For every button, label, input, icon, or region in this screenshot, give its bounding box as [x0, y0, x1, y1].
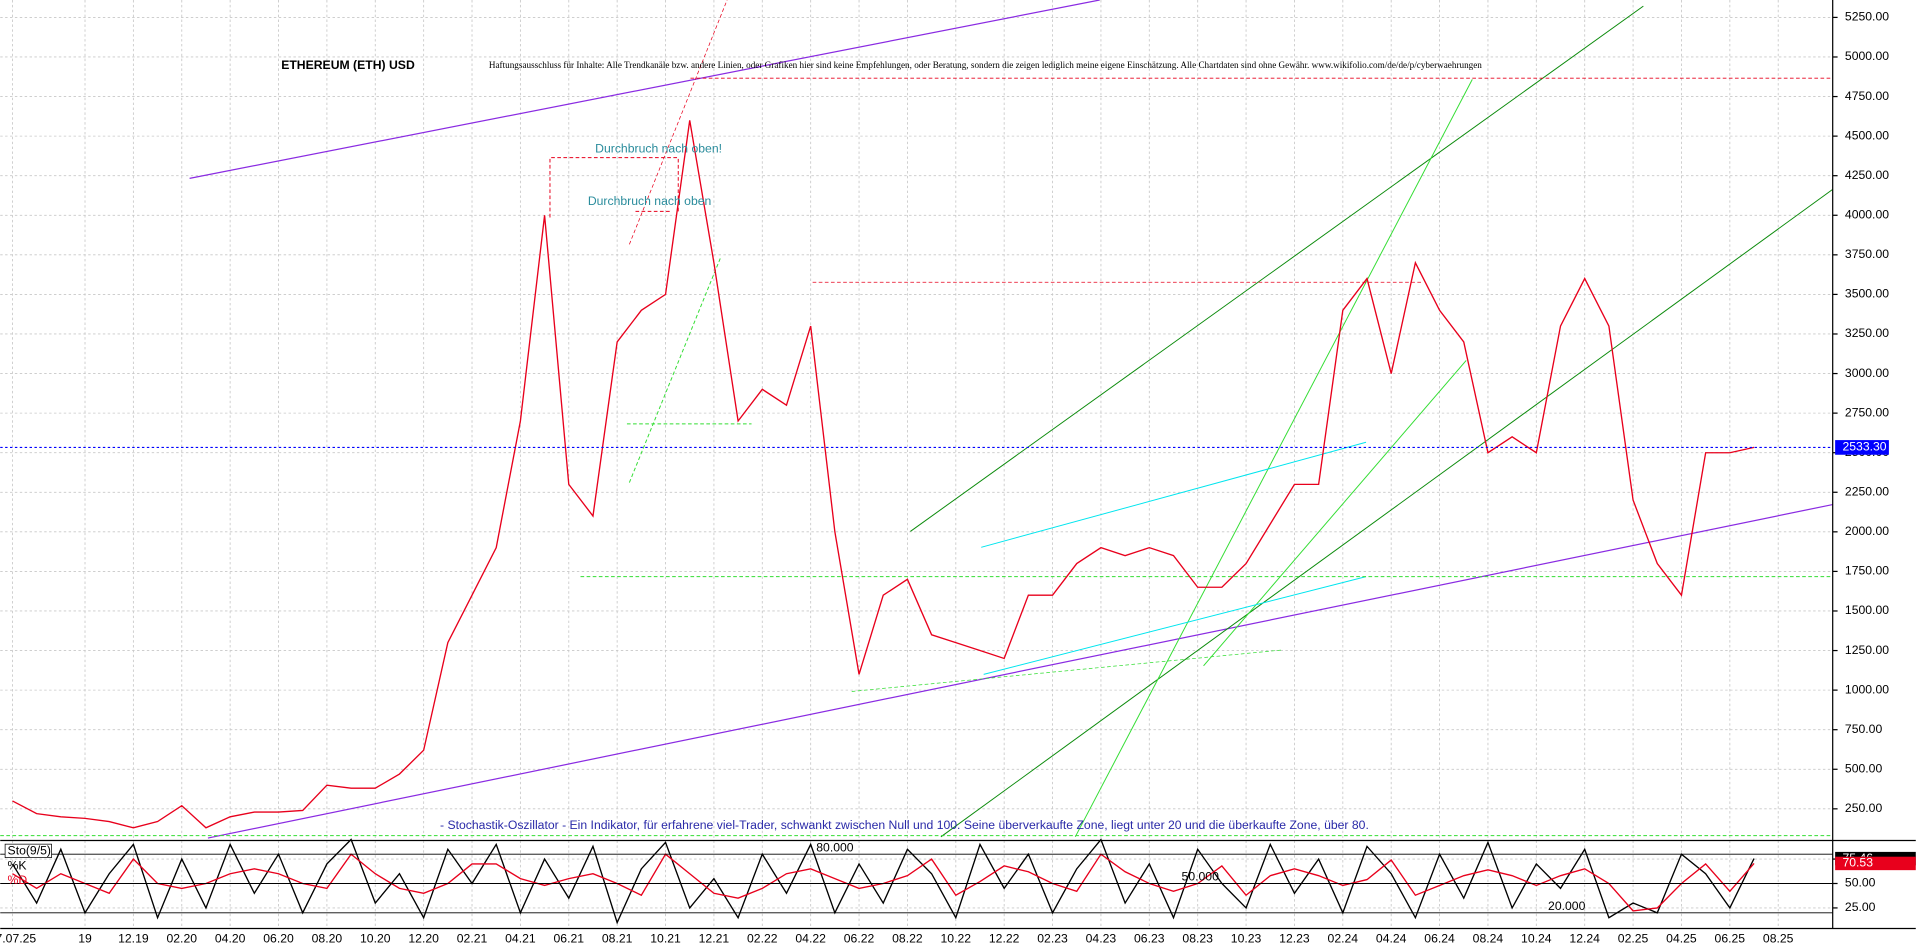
x-tick-label: 08.21: [602, 932, 633, 946]
x-tick-label: 12.19: [118, 932, 149, 946]
x-tick-label: 04.22: [795, 932, 826, 946]
x-tick-label: 04.23: [1086, 932, 1117, 946]
annotation: - Stochastik-Oszillator - Ein Indikator,…: [440, 818, 1369, 832]
trend-line: [189, 0, 1100, 179]
level-label: 20.000: [1548, 899, 1586, 913]
trend-line: [549, 157, 679, 218]
trend-line: [1074, 79, 1473, 838]
legend-entry: %K: [8, 858, 27, 872]
x-tick-label: 02.21: [457, 932, 488, 946]
x-tick-label: 02.24: [1328, 932, 1359, 946]
trend-line: [981, 441, 1367, 548]
chart-title: ETHEREUM (ETH) USD: [281, 58, 415, 72]
trend-lines: [0, 0, 1833, 839]
x-tick-label: 08.23: [1182, 932, 1213, 946]
series-line: [12, 120, 1755, 829]
trend-line: [940, 188, 1833, 838]
y-tick-label: 1250.00: [1845, 643, 1889, 657]
x-tick-label: 10.21: [650, 932, 681, 946]
indicator-title: Sto(9/5): [8, 844, 51, 858]
x-tick-label: 06.25: [1715, 932, 1746, 946]
x-tick-label: 02.23: [1037, 932, 1068, 946]
x-tick-label: 10.22: [941, 932, 972, 946]
y-tick-label: 2750.00: [1845, 405, 1889, 419]
indicator-box: [4, 843, 52, 858]
x-tick-label: 02.20: [166, 932, 197, 946]
y-tick-label: 3250.00: [1845, 326, 1889, 340]
x-tick-label: 04.20: [215, 932, 246, 946]
annotation: Durchbruch nach oben!: [595, 141, 722, 155]
y-tick-label: 50.00: [1845, 876, 1876, 890]
x-tick-label: 10.24: [1521, 932, 1552, 946]
y-tick-label: 5000.00: [1845, 49, 1889, 63]
y-tick-label: 2000.00: [1845, 524, 1889, 538]
x-tick-label: 04.25: [1666, 932, 1697, 946]
y-tick-label: 1750.00: [1845, 564, 1889, 578]
x-tick-label: 19: [78, 932, 92, 946]
y-tick-label: 250.00: [1845, 801, 1883, 815]
last-value-box: [1835, 856, 1916, 871]
x-tick-label: 04.21: [505, 932, 536, 946]
y-tick-label: 1000.00: [1845, 682, 1889, 696]
x-tick-label: 07.07.25: [0, 932, 36, 946]
x-tick-label: 12.22: [989, 932, 1020, 946]
y-tick-label: 4000.00: [1845, 207, 1889, 221]
trend-line: [1203, 360, 1467, 667]
level-label: 80.000: [816, 840, 854, 854]
x-tick-label: 12.21: [699, 932, 730, 946]
last-value-label: 70.53: [1842, 856, 1873, 870]
trend-line: [629, 0, 728, 245]
y-tick-label: 3500.00: [1845, 287, 1889, 301]
x-tick-label: 10.20: [360, 932, 391, 946]
x-tick-label: 06.20: [263, 932, 294, 946]
x-tick-label: 12.23: [1279, 932, 1310, 946]
x-tick-label: 08.20: [312, 932, 343, 946]
x-tick-label: 08.25: [1763, 932, 1794, 946]
y-tick-label: 750.00: [1845, 722, 1883, 736]
x-tick-label: 12.20: [408, 932, 439, 946]
x-tick-label: 06.21: [554, 932, 585, 946]
plot: [0, 120, 1833, 925]
legend-entry: %D: [8, 873, 28, 887]
y-tick-label: 4750.00: [1845, 89, 1889, 103]
price-label: 2533.30: [1842, 440, 1886, 454]
x-tick-label: 06.24: [1424, 932, 1455, 946]
disclaimer: Haftungsausschluss für Inhalte: Alle Tre…: [489, 60, 1482, 70]
x-tick-label: 02.22: [747, 932, 778, 946]
x-tick-label: 04.24: [1376, 932, 1407, 946]
x-tick-label: 02.25: [1618, 932, 1649, 946]
annotation: Durchbruch nach oben: [588, 194, 711, 208]
trend-line: [207, 503, 1833, 839]
price-label-box: [1835, 440, 1889, 455]
trend-line: [851, 649, 1283, 692]
trend-line: [910, 5, 1644, 532]
trend-line: [628, 256, 722, 483]
y-tick-label: 25.00: [1845, 900, 1876, 914]
y-tick-label: 3750.00: [1845, 247, 1889, 261]
x-tick-label: 08.24: [1473, 932, 1504, 946]
y-tick-label: 4500.00: [1845, 128, 1889, 142]
x-tick-label: 06.23: [1134, 932, 1165, 946]
x-tick-label: 06.22: [844, 932, 875, 946]
y-tick-label: 1500.00: [1845, 603, 1889, 617]
y-tick-label: 5250.00: [1845, 10, 1889, 24]
y-tick-label: 3000.00: [1845, 366, 1889, 380]
x-tick-label: 08.22: [892, 932, 923, 946]
level-label: 50.000: [1182, 870, 1220, 884]
y-tick-label: 4250.00: [1845, 168, 1889, 182]
y-tick-label: 500.00: [1845, 761, 1883, 775]
x-tick-label: 10.23: [1231, 932, 1262, 946]
y-tick-label: 2250.00: [1845, 484, 1889, 498]
trend-line: [983, 576, 1367, 675]
x-tick-label: 12.24: [1569, 932, 1600, 946]
